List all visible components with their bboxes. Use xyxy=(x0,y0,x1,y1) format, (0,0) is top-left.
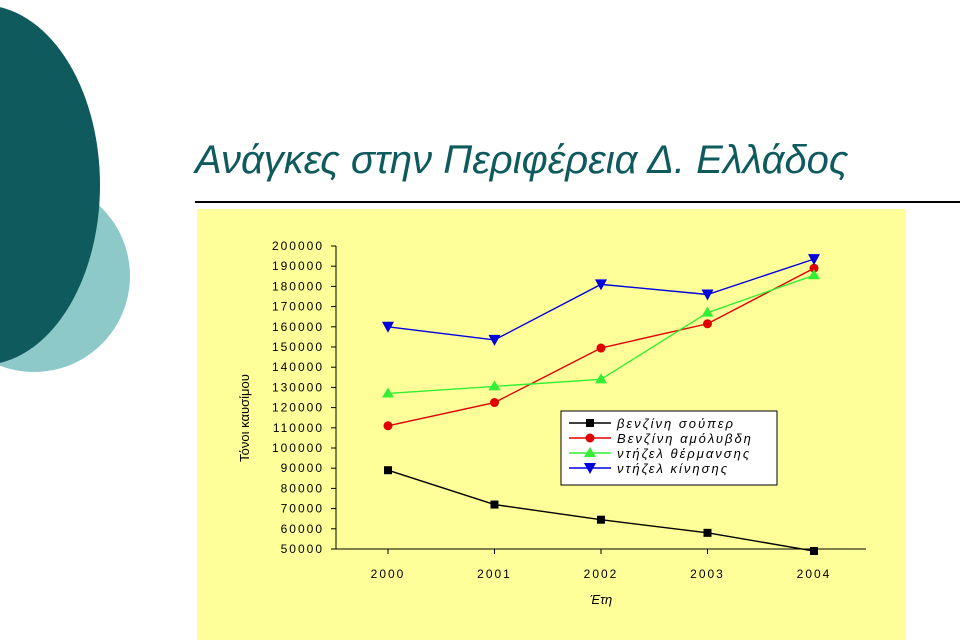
data-point xyxy=(703,319,712,329)
y-tick-label: 50000 xyxy=(281,542,324,556)
y-tick-label: 160000 xyxy=(272,320,324,334)
data-point xyxy=(596,343,606,353)
legend-entry-label: ντήζελ θέρμανσης xyxy=(617,446,751,461)
series-layer xyxy=(382,254,820,556)
data-point xyxy=(382,321,394,333)
data-point xyxy=(384,466,392,475)
y-tick-label: 150000 xyxy=(272,340,324,354)
legend-entry-label: Βενζίνη αμόλυβδη xyxy=(617,431,753,446)
y-tick-label: 70000 xyxy=(281,502,324,516)
series-4 xyxy=(382,254,820,346)
data-point xyxy=(808,254,820,266)
series-3 xyxy=(382,269,820,398)
data-point xyxy=(383,421,393,431)
page-title: Ανάγκες στην Περιφέρεια Δ. Ελλάδος xyxy=(195,138,849,182)
y-tick-label: 90000 xyxy=(281,461,324,475)
legend-entry-label: ντήζελ κίνησης xyxy=(617,461,729,476)
legend-swatch-marker xyxy=(584,447,596,457)
y-tick-label: 60000 xyxy=(281,522,324,536)
data-point xyxy=(701,289,714,301)
y-tick-label: 110000 xyxy=(273,421,324,435)
x-axis-title: Έτη xyxy=(590,592,612,607)
y-tick-label: 80000 xyxy=(281,481,324,495)
y-tick-label: 120000 xyxy=(272,401,324,415)
x-tick-label: 2001 xyxy=(477,567,512,581)
data-point xyxy=(701,306,714,317)
decorative-circles xyxy=(0,7,130,372)
data-point xyxy=(488,380,501,391)
data-point xyxy=(490,500,499,509)
y-tick-label: 170000 xyxy=(272,300,324,314)
y-tick-label: 190000 xyxy=(272,259,324,273)
title-divider xyxy=(195,201,960,203)
legend-swatch-marker xyxy=(584,463,596,474)
x-tick-label: 2003 xyxy=(690,567,725,581)
data-point xyxy=(382,387,394,398)
data-point xyxy=(595,373,607,384)
x-axis-ticks: 2000 2001 2002 2003 2004 xyxy=(371,549,832,581)
dark-teal-circle xyxy=(0,7,100,363)
series-1 xyxy=(384,466,818,556)
y-tick-label: 100000 xyxy=(272,441,324,455)
data-point xyxy=(597,515,605,524)
data-point xyxy=(808,269,820,280)
y-tick-label: 180000 xyxy=(272,279,324,293)
data-point xyxy=(595,279,607,291)
x-tick-label: 2004 xyxy=(797,567,832,581)
legend-swatch-marker xyxy=(585,433,595,443)
y-tick-label: 140000 xyxy=(272,360,324,374)
legend-entry-label: βενζίνη σούπερ xyxy=(616,416,735,431)
y-axis-title: Τόνοι καυσίμου xyxy=(237,374,252,462)
legend-swatch-marker xyxy=(586,419,594,427)
data-point xyxy=(703,528,712,537)
data-point xyxy=(810,547,818,556)
data-point xyxy=(490,398,499,408)
data-point xyxy=(809,263,819,273)
chart-panel: 200000 190000 180000 170000 160000 150000 1400… xyxy=(197,209,906,640)
y-axis-ticks: 200000 190000 180000 170000 160000 150000 1400… xyxy=(272,239,336,556)
y-tick-label: 130000 xyxy=(272,380,324,394)
series-line xyxy=(387,258,815,341)
x-tick-label: 2002 xyxy=(584,567,619,581)
y-tick-label: 200000 xyxy=(272,239,324,253)
x-tick-label: 2000 xyxy=(371,567,406,581)
line-chart: 200000 190000 180000 170000 160000 150000 1400… xyxy=(237,239,866,607)
series-2 xyxy=(383,263,819,431)
data-point xyxy=(488,334,501,346)
